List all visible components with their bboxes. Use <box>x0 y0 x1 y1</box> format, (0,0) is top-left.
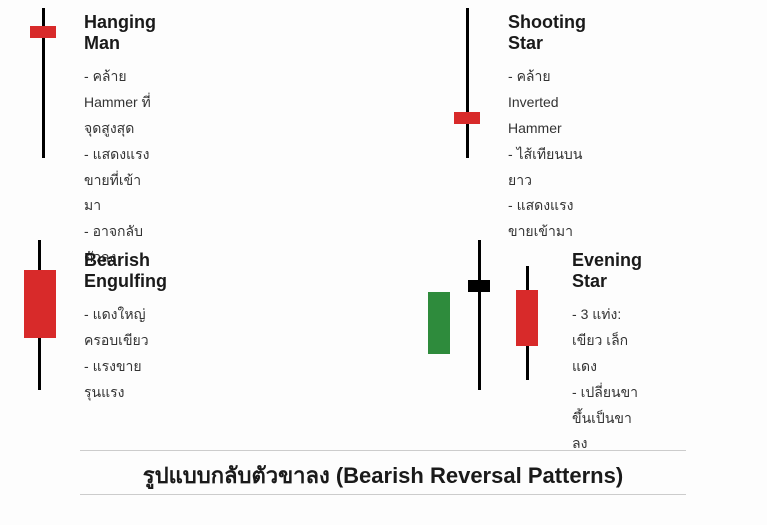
rule-bottom <box>80 494 686 495</box>
rule-top <box>80 450 686 451</box>
title-evening-star: Evening Star <box>572 250 642 292</box>
candle-body <box>30 26 56 38</box>
list-item: แรงขายรุนแรง <box>84 354 167 406</box>
list-bearish-engulfing: แดงใหญ่ครอบเขียวแรงขายรุนแรง <box>84 302 167 406</box>
info-bearish-engulfing: Bearish Engulfing แดงใหญ่ครอบเขียวแรงขาย… <box>84 250 167 406</box>
title-shooting-star: Shooting Star <box>508 12 586 54</box>
candle-evening-star <box>428 240 558 390</box>
info-evening-star: Evening Star 3 แท่ง: เขียว เล็ก แดงเปลี่… <box>572 250 642 457</box>
list-shooting-star: คล้าย Inverted Hammerไส้เทียนบนยาวแสดงแร… <box>508 64 586 245</box>
candle-hanging-man <box>16 8 68 158</box>
list-item: ไส้เทียนบนยาว <box>508 142 586 194</box>
list-item: คล้าย Hammer ที่จุดสูงสุด <box>84 64 156 142</box>
list-item: แสดงแรงขายเข้ามา <box>508 193 586 245</box>
list-item: คล้าย Inverted Hammer <box>508 64 586 142</box>
candle-body <box>468 280 490 292</box>
candle-body <box>24 270 56 338</box>
candle-shooting-star <box>440 8 492 158</box>
list-hanging-man: คล้าย Hammer ที่จุดสูงสุดแสดงแรงขายที่เข… <box>84 64 156 271</box>
list-item: แดงใหญ่ครอบเขียว <box>84 302 167 354</box>
list-item: แสดงแรงขายที่เข้ามา <box>84 142 156 220</box>
list-evening-star: 3 แท่ง: เขียว เล็ก แดงเปลี่ยนขาขึ้นเป็นข… <box>572 302 642 457</box>
section-heading: รูปแบบกลับตัวขาลง (Bearish Reversal Patt… <box>115 458 651 493</box>
candle-wick <box>478 240 481 390</box>
candle-body <box>516 290 538 346</box>
info-hanging-man: Hanging Man คล้าย Hammer ที่จุดสูงสุดแสด… <box>84 12 156 271</box>
title-hanging-man: Hanging Man <box>84 12 156 54</box>
title-bearish-engulfing: Bearish Engulfing <box>84 250 167 292</box>
candle-wick <box>466 8 469 158</box>
info-shooting-star: Shooting Star คล้าย Inverted Hammerไส้เท… <box>508 12 586 245</box>
candle-body <box>454 112 480 124</box>
candle-bearish-engulfing <box>10 240 70 390</box>
candle-body <box>428 292 450 354</box>
list-item: เปลี่ยนขาขึ้นเป็นขาลง <box>572 380 642 458</box>
list-item: 3 แท่ง: เขียว เล็ก แดง <box>572 302 642 380</box>
